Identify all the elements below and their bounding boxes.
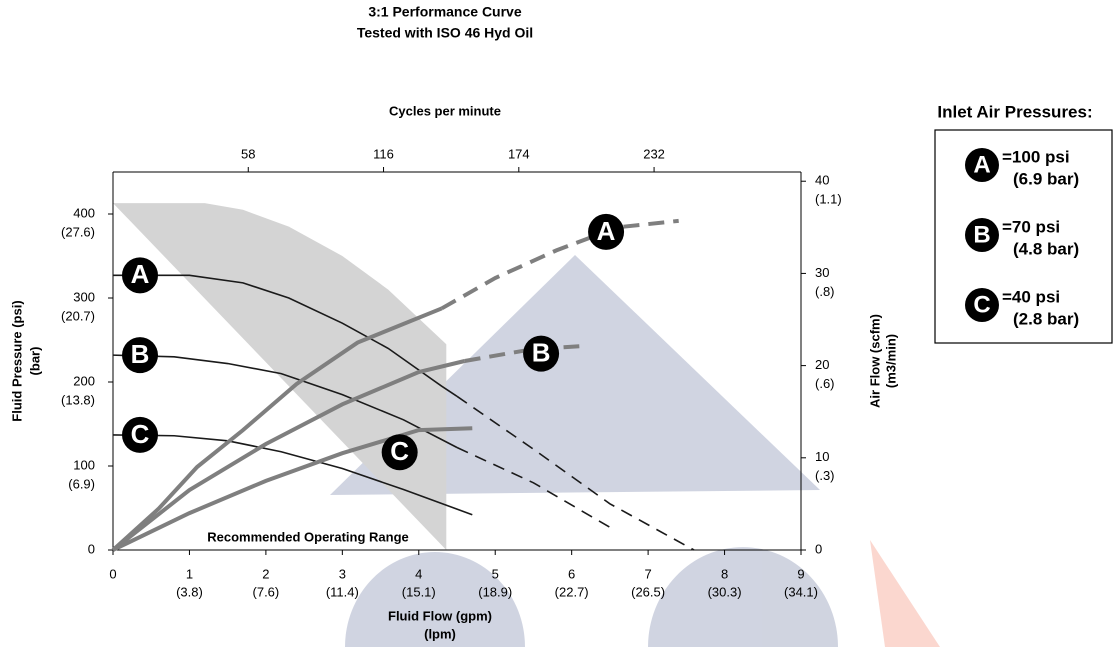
pressure-curve: [456, 395, 695, 551]
x-tick-label: 2: [262, 566, 269, 581]
x2-tick-label: 232: [643, 146, 665, 161]
y-tick-label: 400: [73, 205, 95, 220]
y-tick-sublabel: (20.7): [61, 308, 95, 323]
curve-label-badge: [122, 257, 158, 294]
x-tick-label: 8: [721, 566, 728, 581]
y2-axis-subtitle: (m3/min): [883, 334, 898, 388]
y2-tick-sublabel: (.3): [815, 468, 835, 483]
air-flow-curve: [111, 359, 466, 552]
x-tick-label: 7: [644, 566, 651, 581]
x-tick-sublabel: (22.7): [555, 584, 589, 599]
curve-label: B: [131, 339, 150, 369]
curve-label: B: [532, 337, 551, 367]
chart-title: 3:1 Performance Curve: [368, 4, 522, 20]
y2-tick-sublabel: (.6): [815, 376, 835, 391]
curve-label: C: [131, 419, 150, 449]
curve-label-badge: [965, 148, 999, 182]
curve-label-badge: [122, 416, 158, 453]
air-flow-curve: [111, 306, 443, 552]
curve-label-badge: [588, 213, 625, 250]
air-flow-curve: [112, 426, 473, 552]
curve-label-badge: [965, 218, 999, 252]
legend-subtext: (2.8 bar): [1013, 309, 1079, 328]
y-tick-label: 200: [73, 373, 95, 388]
legend-text: =70 psi: [1002, 217, 1060, 236]
curve-label: A: [131, 259, 150, 289]
curve-label-badge: [381, 434, 418, 471]
chart-subtitle: Tested with ISO 46 Hyd Oil: [357, 25, 533, 41]
legend-subtext: (4.8 bar): [1013, 239, 1079, 258]
x-tick-label: 1: [186, 566, 193, 581]
y2-tick-label: 10: [815, 449, 829, 464]
x-tick-sublabel: (18.9): [478, 584, 512, 599]
y-axis-title: Fluid Pressure (psi): [9, 300, 24, 421]
legend-box: [934, 129, 1113, 344]
y-axis-subtitle: (bar): [27, 347, 42, 376]
y-tick-sublabel: (27.6): [61, 224, 95, 239]
y-tick-sublabel: (13.8): [61, 392, 95, 407]
operating-range-label: Recommended Operating Range: [207, 529, 409, 544]
y2-tick-sublabel: (1.1): [815, 192, 842, 207]
curve-label: A: [597, 216, 616, 246]
x2-axis-title: Cycles per minute: [389, 103, 501, 118]
y2-tick-label: 40: [815, 173, 829, 188]
x-tick-sublabel: (30.3): [708, 584, 742, 599]
curve-label: B: [973, 221, 990, 248]
x-tick-label: 5: [492, 566, 499, 581]
x-tick-sublabel: (11.4): [326, 584, 359, 599]
x-tick-label: 9: [797, 566, 804, 581]
x-tick-sublabel: (3.8): [176, 584, 203, 599]
watermark: [330, 255, 940, 647]
y2-tick-label: 30: [815, 265, 829, 280]
watermark-shape: [345, 552, 525, 647]
legend-title: Inlet Air Pressures:: [937, 102, 1092, 121]
y-tick-sublabel: (6.9): [68, 476, 95, 491]
air-flow-curve: [464, 344, 580, 363]
x-tick-sublabel: (7.6): [253, 584, 280, 599]
legend-subtext: (6.9 bar): [1013, 169, 1079, 188]
curve-label-badge: [965, 288, 999, 322]
y-tick-label: 300: [73, 289, 95, 304]
x-axis-subtitle: (lpm): [424, 626, 456, 641]
watermark-shape: [870, 540, 940, 647]
y2-tick-label: 20: [815, 357, 829, 372]
x-axis-title: Fluid Flow (gpm): [388, 608, 492, 623]
curve-label-badge: [122, 337, 158, 374]
curve-label: A: [973, 151, 990, 178]
y-tick-label: 100: [73, 457, 95, 472]
x-tick-label: 0: [109, 566, 116, 581]
x2-tick-label: 174: [508, 146, 530, 161]
y2-tick-label: 0: [815, 541, 822, 556]
pressure-curve: [112, 354, 458, 449]
curve-label-badge: [523, 335, 560, 372]
y2-axis-title: Air Flow (scfm): [867, 314, 882, 408]
y-tick-label: 0: [88, 541, 95, 556]
watermark-shape: [648, 547, 838, 647]
x-tick-sublabel: (15.1): [402, 584, 436, 599]
y2-tick-sublabel: (.8): [815, 284, 835, 299]
legend-text: =100 psi: [1002, 147, 1070, 166]
x-tick-label: 6: [568, 566, 575, 581]
pressure-curve: [456, 446, 611, 529]
curve-label: C: [973, 291, 990, 318]
x-tick-sublabel: (26.5): [631, 584, 665, 599]
pressure-curve: [113, 274, 458, 397]
legend-text: =40 psi: [1002, 287, 1060, 306]
pressure-curve: [112, 434, 473, 516]
x-tick-sublabel: (34.1): [784, 584, 818, 599]
x-tick-label: 4: [415, 566, 422, 581]
curve-label: C: [390, 436, 409, 466]
air-flow-curve: [440, 218, 679, 311]
watermark-shape: [330, 255, 820, 495]
operating-range: [113, 203, 447, 550]
x2-tick-label: 116: [373, 146, 394, 161]
x-tick-label: 3: [339, 566, 346, 581]
x2-tick-label: 58: [241, 146, 255, 161]
